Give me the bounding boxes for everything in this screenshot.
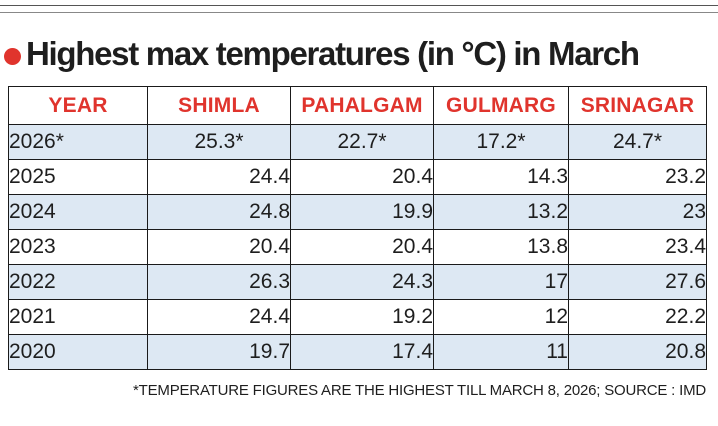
year-cell: 2021 xyxy=(8,299,148,335)
header-row: YEAR SHIMLA PAHALGAM GULMARG SRINAGAR xyxy=(8,86,707,125)
year-cell: 2025 xyxy=(8,159,148,195)
gulmarg-cell: 11 xyxy=(433,334,569,370)
gulmarg-cell: 13.2 xyxy=(433,194,569,230)
title-row: Highest max temperatures (in °C) in Marc… xyxy=(4,30,640,78)
pahalgam-cell: 19.9 xyxy=(290,194,434,230)
gulmarg-cell: 12 xyxy=(433,299,569,335)
srinagar-cell: 22.2 xyxy=(568,299,707,335)
srinagar-cell: 23.2 xyxy=(568,159,707,195)
shimla-cell: 25.3* xyxy=(147,124,291,160)
shimla-cell: 19.7 xyxy=(147,334,291,370)
top-rule xyxy=(0,5,718,6)
table-row: 2024 24.8 19.9 13.2 23 xyxy=(8,194,707,230)
shimla-cell: 24.8 xyxy=(147,194,291,230)
gulmarg-cell: 17.2* xyxy=(433,124,569,160)
temperature-table: YEAR SHIMLA PAHALGAM GULMARG SRINAGAR 20… xyxy=(8,86,707,370)
shimla-cell: 26.3 xyxy=(147,264,291,300)
table-body: 2026* 25.3* 22.7* 17.2* 24.7* 2025 24.4 … xyxy=(8,124,707,370)
srinagar-cell: 24.7* xyxy=(568,124,707,160)
top-rule-secondary xyxy=(0,12,718,13)
year-cell: 2020 xyxy=(8,334,148,370)
gulmarg-cell: 14.3 xyxy=(433,159,569,195)
column-header-year: YEAR xyxy=(8,86,148,125)
table-row: 2020 19.7 17.4 11 20.8 xyxy=(8,334,707,370)
year-cell: 2023 xyxy=(8,229,148,265)
shimla-cell: 20.4 xyxy=(147,229,291,265)
shimla-cell: 24.4 xyxy=(147,299,291,335)
table-row: 2025 24.4 20.4 14.3 23.2 xyxy=(8,159,707,195)
srinagar-cell: 23 xyxy=(568,194,707,230)
shimla-cell: 24.4 xyxy=(147,159,291,195)
srinagar-cell: 23.4 xyxy=(568,229,707,265)
table-header: YEAR SHIMLA PAHALGAM GULMARG SRINAGAR xyxy=(8,86,707,125)
pahalgam-cell: 17.4 xyxy=(290,334,434,370)
table-row: 2023 20.4 20.4 13.8 23.4 xyxy=(8,229,707,265)
table-row: 2026* 25.3* 22.7* 17.2* 24.7* xyxy=(8,124,707,160)
pahalgam-cell: 24.3 xyxy=(290,264,434,300)
pahalgam-cell: 22.7* xyxy=(290,124,434,160)
column-header-shimla: SHIMLA xyxy=(147,86,291,125)
chart-title: Highest max temperatures (in °C) in Marc… xyxy=(26,35,640,72)
pahalgam-cell: 20.4 xyxy=(290,159,434,195)
year-cell: 2024 xyxy=(8,194,148,230)
pahalgam-cell: 20.4 xyxy=(290,229,434,265)
column-header-pahalgam: PAHALGAM xyxy=(290,86,434,125)
gulmarg-cell: 17 xyxy=(433,264,569,300)
column-header-srinagar: SRINAGAR xyxy=(568,86,707,125)
year-cell: 2022 xyxy=(8,264,148,300)
table-row: 2022 26.3 24.3 17 27.6 xyxy=(8,264,707,300)
gulmarg-cell: 13.8 xyxy=(433,229,569,265)
red-bullet-icon xyxy=(4,47,21,65)
table-row: 2021 24.4 19.2 12 22.2 xyxy=(8,299,707,335)
footnote: *TEMPERATURE FIGURES ARE THE HIGHEST TIL… xyxy=(133,382,706,399)
column-header-gulmarg: GULMARG xyxy=(433,86,569,125)
srinagar-cell: 20.8 xyxy=(568,334,707,370)
year-cell: 2026* xyxy=(8,124,148,160)
pahalgam-cell: 19.2 xyxy=(290,299,434,335)
srinagar-cell: 27.6 xyxy=(568,264,707,300)
